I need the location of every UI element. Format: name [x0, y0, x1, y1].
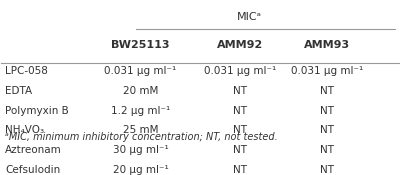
- Text: 1.2 μg ml⁻¹: 1.2 μg ml⁻¹: [111, 106, 170, 116]
- Text: ᵃMIC, minimum inhibitory concentration; NT, not tested.: ᵃMIC, minimum inhibitory concentration; …: [5, 132, 278, 142]
- Text: Cefsulodin: Cefsulodin: [5, 165, 61, 175]
- Text: AMM93: AMM93: [304, 40, 350, 50]
- Text: Aztreonam: Aztreonam: [5, 145, 62, 155]
- Text: 30 μg ml⁻¹: 30 μg ml⁻¹: [112, 145, 168, 155]
- Text: LPC-058: LPC-058: [5, 66, 48, 76]
- Text: NT: NT: [233, 145, 247, 155]
- Text: AMM92: AMM92: [216, 40, 263, 50]
- Text: 25 mM: 25 mM: [123, 125, 158, 135]
- Text: NT: NT: [320, 125, 334, 135]
- Text: 20 μg ml⁻¹: 20 μg ml⁻¹: [112, 165, 168, 175]
- Text: NT: NT: [233, 86, 247, 96]
- Text: 0.031 μg ml⁻¹: 0.031 μg ml⁻¹: [104, 66, 176, 76]
- Text: NT: NT: [320, 106, 334, 116]
- Text: 20 mM: 20 mM: [123, 86, 158, 96]
- Text: NH₄VO₃: NH₄VO₃: [5, 125, 44, 135]
- Text: MICᵃ: MICᵃ: [237, 12, 262, 22]
- Text: EDTA: EDTA: [5, 86, 32, 96]
- Text: NT: NT: [233, 106, 247, 116]
- Text: 0.031 μg ml⁻¹: 0.031 μg ml⁻¹: [291, 66, 363, 76]
- Text: NT: NT: [233, 165, 247, 175]
- Text: NT: NT: [233, 125, 247, 135]
- Text: Polymyxin B: Polymyxin B: [5, 106, 69, 116]
- Text: NT: NT: [320, 145, 334, 155]
- Text: NT: NT: [320, 86, 334, 96]
- Text: NT: NT: [320, 165, 334, 175]
- Text: 0.031 μg ml⁻¹: 0.031 μg ml⁻¹: [204, 66, 276, 76]
- Text: BW25113: BW25113: [111, 40, 170, 50]
